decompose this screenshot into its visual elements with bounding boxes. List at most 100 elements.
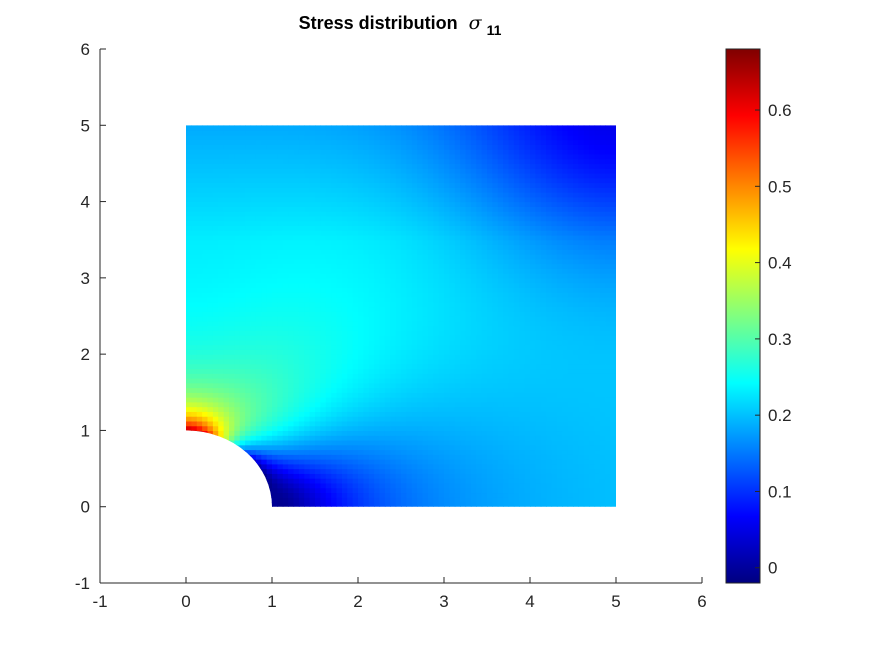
- field-cell: [427, 296, 434, 303]
- field-cell: [422, 459, 429, 465]
- field-cell: [384, 249, 391, 255]
- field-cell: [315, 177, 321, 184]
- field-cell: [368, 468, 375, 474]
- field-cell: [508, 439, 515, 446]
- field-cell: [379, 416, 386, 422]
- field-cell: [250, 177, 257, 184]
- field-cell: [315, 192, 321, 198]
- field-cell: [406, 263, 413, 269]
- field-cell: [229, 325, 235, 331]
- field-cell: [341, 234, 348, 241]
- field-cell: [476, 339, 483, 346]
- field-cell: [255, 454, 262, 460]
- field-cell: [320, 330, 327, 336]
- field-cell: [282, 387, 289, 393]
- field-cell: [336, 435, 343, 441]
- field-cell: [196, 282, 203, 288]
- field-cell: [250, 473, 257, 479]
- field-cell: [341, 420, 348, 427]
- field-cell: [293, 330, 300, 336]
- field-cell: [449, 392, 456, 398]
- field-cell: [497, 444, 504, 451]
- field-cell: [266, 501, 273, 507]
- field-cell: [196, 397, 203, 403]
- field-cell: [341, 277, 348, 284]
- field-cell: [476, 459, 483, 465]
- field-cell: [492, 158, 499, 165]
- field-cell: [293, 153, 300, 160]
- field-cell: [508, 130, 515, 136]
- field-cell: [497, 482, 504, 489]
- field-cell: [288, 497, 295, 503]
- field-cell: [298, 382, 305, 389]
- field-cell: [325, 449, 332, 455]
- field-cell: [444, 201, 450, 207]
- field-cell: [374, 363, 381, 370]
- field-cell: [218, 292, 225, 298]
- field-cell: [492, 354, 499, 360]
- field-cell: [239, 487, 246, 494]
- field-cell: [336, 187, 343, 193]
- field-cell: [272, 287, 278, 293]
- field-cell: [368, 287, 375, 293]
- field-cell: [325, 254, 332, 260]
- field-cell: [481, 182, 488, 188]
- field-cell: [207, 134, 214, 141]
- field-cell: [288, 449, 295, 455]
- field-cell: [454, 206, 461, 212]
- field-cell: [266, 316, 273, 322]
- field-cell: [406, 201, 413, 207]
- field-cell: [191, 406, 198, 412]
- field-cell: [331, 130, 338, 136]
- field-cell: [309, 439, 316, 446]
- field-cell: [411, 215, 418, 222]
- field-cell: [207, 320, 214, 327]
- field-cell: [470, 153, 477, 160]
- field-cell: [379, 325, 386, 331]
- field-cell: [497, 335, 504, 341]
- field-cell: [250, 125, 257, 131]
- field-cell: [196, 463, 203, 470]
- field-cell: [390, 211, 397, 217]
- field-cell: [282, 368, 289, 374]
- field-cell: [492, 473, 499, 479]
- field-cell: [487, 134, 493, 141]
- field-cell: [476, 468, 483, 474]
- field-cell: [487, 468, 493, 474]
- field-cell: [207, 411, 214, 417]
- field-cell: [379, 139, 386, 145]
- field-cell: [277, 363, 284, 370]
- field-cell: [352, 273, 359, 279]
- field-cell: [395, 325, 402, 331]
- field-cell: [315, 301, 321, 308]
- field-cell: [229, 444, 235, 451]
- field-cell: [320, 130, 327, 136]
- field-cell: [347, 449, 354, 455]
- field-cell: [519, 392, 526, 398]
- field-cell: [513, 349, 520, 355]
- field-cell: [454, 478, 461, 484]
- field-cell: [266, 296, 273, 303]
- field-cell: [347, 344, 354, 350]
- field-cell: [336, 425, 343, 432]
- field-cell: [497, 416, 504, 422]
- field-cell: [309, 382, 316, 389]
- field-cell: [266, 206, 273, 212]
- field-cell: [449, 439, 456, 446]
- field-cell: [358, 392, 364, 398]
- field-cell: [255, 444, 262, 451]
- field-cell: [234, 254, 241, 260]
- field-cell: [395, 234, 402, 241]
- field-cell: [293, 230, 300, 236]
- field-cell: [288, 482, 295, 489]
- field-cell: [212, 187, 219, 193]
- field-cell: [320, 182, 327, 188]
- field-cell: [202, 168, 209, 174]
- field-cell: [497, 220, 504, 227]
- field-cell: [309, 234, 316, 241]
- field-cell: [465, 134, 472, 141]
- field-cell: [196, 254, 203, 260]
- field-cell: [406, 373, 413, 379]
- field-cell: [465, 468, 472, 474]
- field-cell: [352, 473, 359, 479]
